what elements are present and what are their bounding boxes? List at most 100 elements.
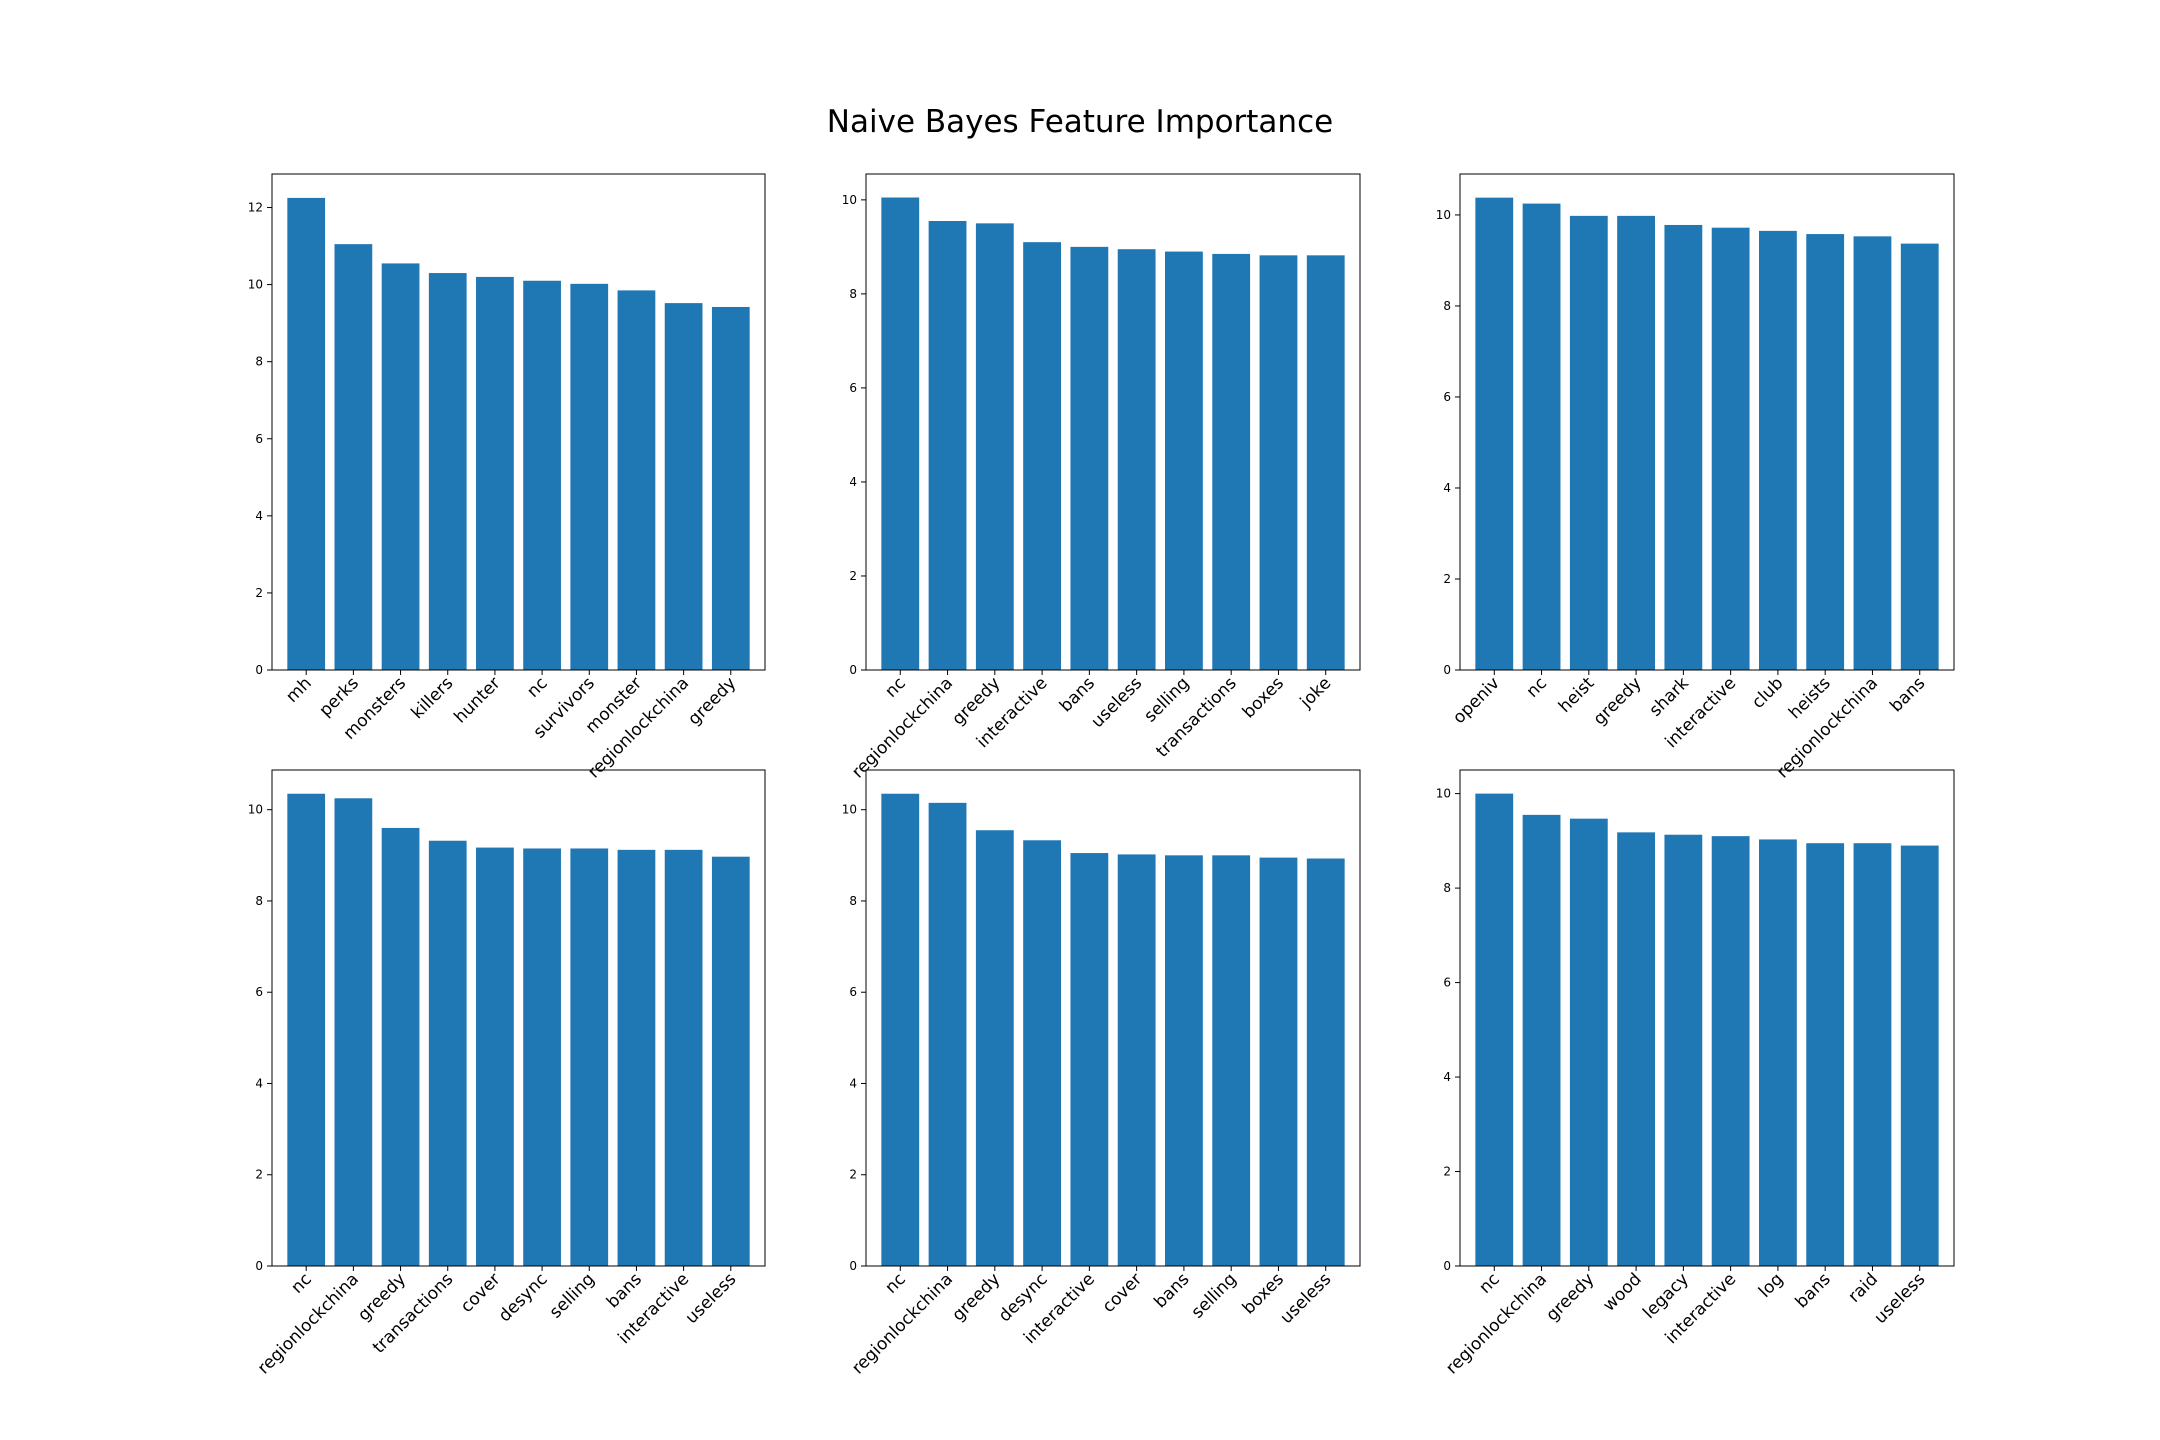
x-tick-label: selling <box>546 1269 599 1322</box>
x-tick-label: selling <box>1188 1269 1241 1322</box>
x-tick-label: bans <box>1886 673 1929 716</box>
x-tick-label: hunter <box>450 673 504 727</box>
x-tick-label: greedy <box>948 1269 1004 1325</box>
bar-9 <box>1259 857 1298 1266</box>
bar-7 <box>1759 230 1797 670</box>
bar-10 <box>1900 243 1939 670</box>
bar-8 <box>617 290 656 670</box>
y-tick-label: 10 <box>1436 787 1451 801</box>
axes-frame <box>865 769 1361 1267</box>
y-tick-label: 0 <box>1443 663 1451 677</box>
bar-1 <box>287 793 326 1266</box>
bar-6 <box>1117 854 1156 1266</box>
x-tick-label: greedy <box>1542 1269 1598 1325</box>
y-tick-label: 4 <box>1443 481 1451 495</box>
y-tick-label: 2 <box>255 1168 263 1182</box>
bar-4 <box>428 273 467 670</box>
y-tick-label: 0 <box>1443 1259 1451 1273</box>
y-tick-label: 4 <box>255 509 263 523</box>
bar-1 <box>287 197 326 670</box>
bar-10 <box>1900 845 1939 1266</box>
y-tick-label: 2 <box>255 586 263 600</box>
y-tick-label: 2 <box>1443 1165 1451 1179</box>
y-tick-label: 8 <box>255 894 263 908</box>
bar-7 <box>1165 855 1203 1266</box>
bar-6 <box>1711 227 1750 670</box>
bar-6 <box>523 280 561 670</box>
y-tick-label: 8 <box>849 894 857 908</box>
bar-6 <box>523 848 561 1266</box>
x-tick-label: boxes <box>1239 673 1288 722</box>
bar-4 <box>1023 840 1061 1266</box>
y-tick-label: 10 <box>842 803 857 817</box>
bar-5 <box>476 847 514 1266</box>
bar-10 <box>711 306 750 670</box>
y-tick-label: 2 <box>849 1168 857 1182</box>
bar-6 <box>1711 836 1750 1266</box>
bar-4 <box>428 840 467 1266</box>
x-tick-label: killers <box>408 673 458 723</box>
y-tick-label: 6 <box>849 381 857 395</box>
axes-frame <box>865 173 1361 671</box>
x-tick-label: openiv <box>1449 673 1504 728</box>
axes-frame <box>1459 769 1955 1267</box>
y-tick-label: 10 <box>1436 208 1451 222</box>
bar-5 <box>1070 853 1109 1266</box>
x-tick-label: useless <box>682 1269 741 1328</box>
y-tick-label: 6 <box>849 985 857 999</box>
bar-8 <box>1212 253 1251 671</box>
bar-7 <box>570 283 609 670</box>
bar-8 <box>617 849 656 1266</box>
bar-8 <box>1806 234 1845 670</box>
y-tick-label: 10 <box>248 803 263 817</box>
y-tick-label: 0 <box>849 663 857 677</box>
x-tick-label: desync <box>495 1269 552 1326</box>
x-tick-label: joke <box>1296 673 1335 712</box>
y-tick-label: 4 <box>849 475 857 489</box>
axes-frame <box>271 173 766 671</box>
y-tick-label: 0 <box>849 1259 857 1273</box>
bar-4 <box>1023 242 1061 671</box>
bar-10 <box>1306 255 1345 670</box>
bar-6 <box>1117 249 1156 670</box>
figure-title: Naive Bayes Feature Importance <box>826 104 1334 140</box>
bar-8 <box>1212 855 1251 1266</box>
x-tick-label: mh <box>282 673 315 706</box>
x-tick-label: bans <box>1150 1269 1193 1312</box>
y-tick-label: 6 <box>1443 976 1451 990</box>
bar-chart-5: 0246810ncregionlockchinagreedydesyncinte… <box>842 769 1361 1378</box>
bar-2 <box>1522 203 1561 670</box>
bar-chart-2: 0246810ncregionlockchinagreedyinteractiv… <box>842 173 1361 782</box>
y-tick-label: 12 <box>248 201 263 215</box>
y-tick-label: 6 <box>1443 390 1451 404</box>
bar-2 <box>334 798 373 1266</box>
y-tick-label: 6 <box>255 432 263 446</box>
x-tick-label: bans <box>603 1269 646 1312</box>
axes-frame <box>1459 173 1955 671</box>
bar-2 <box>334 244 373 670</box>
bar-10 <box>711 856 750 1266</box>
x-tick-label: nc <box>287 1269 315 1297</box>
bar-4 <box>1617 832 1655 1266</box>
x-tick-label: nc <box>523 673 551 701</box>
x-tick-label: useless <box>1277 1269 1336 1328</box>
y-tick-label: 10 <box>248 278 263 292</box>
bar-2 <box>928 221 967 670</box>
bar-1 <box>881 793 920 1266</box>
bar-9 <box>664 303 703 670</box>
bar-1 <box>1475 197 1514 670</box>
bar-1 <box>881 197 920 670</box>
x-tick-label: club <box>1748 673 1787 712</box>
bar-5 <box>1664 834 1703 1266</box>
y-tick-label: 2 <box>849 569 857 583</box>
bar-1 <box>1475 793 1514 1266</box>
bar-3 <box>381 263 420 670</box>
y-tick-label: 8 <box>1443 299 1451 313</box>
x-tick-label: useless <box>1871 1269 1930 1328</box>
y-tick-label: 0 <box>255 663 263 677</box>
x-tick-label: nc <box>1523 673 1551 701</box>
